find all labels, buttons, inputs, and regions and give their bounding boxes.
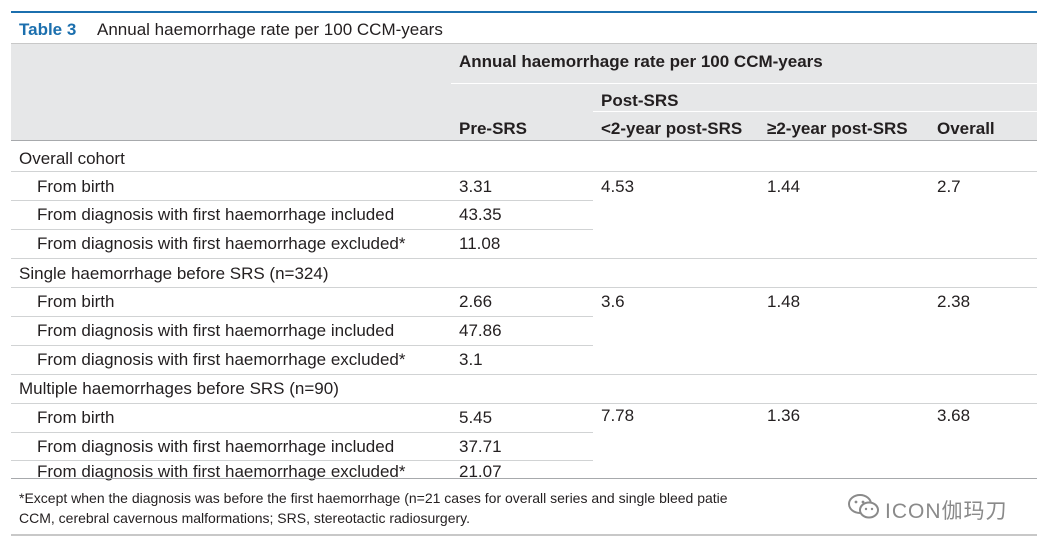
cell-pre-srs: 11.08: [459, 234, 501, 253]
row-label: From birth: [37, 292, 115, 311]
footnote-line: *Except when the diagnosis was before th…: [19, 490, 728, 506]
row-divider: [11, 171, 1037, 172]
cell-lt2-post: 4.53: [601, 177, 635, 196]
header-divider: [451, 83, 1037, 84]
column-header-lt2-post: <2-year post-SRS: [601, 119, 743, 138]
cell-pre-srs: 2.66: [459, 292, 493, 311]
cell-ge2-post: 1.36: [767, 406, 801, 425]
group-heading-row: Multiple haemorrhages before SRS (n=90): [11, 374, 1037, 403]
row-divider: [11, 200, 593, 201]
row-label: From birth: [37, 177, 115, 196]
group-name: Multiple haemorrhages before SRS (n=90): [19, 379, 339, 398]
cell-lt2-post: 3.6: [601, 292, 625, 311]
table-row: From diagnosis with first haemorrhage in…: [11, 432, 1037, 460]
table-frame: Table 3 Annual haemorrhage rate per 100 …: [11, 11, 1037, 537]
row-divider: [11, 316, 593, 317]
wechat-icon: [848, 494, 879, 519]
table-label: Table 3: [19, 20, 77, 39]
row-divider: [11, 229, 593, 230]
group-name: Single haemorrhage before SRS (n=324): [19, 264, 329, 283]
cell-pre-srs: 3.31: [459, 177, 493, 196]
table-header: Annual haemorrhage rate per 100 CCM-year…: [11, 44, 1037, 141]
cell-overall: 2.7: [937, 177, 961, 196]
row-divider: [11, 258, 1037, 259]
table-title: Annual haemorrhage rate per 100 CCM-year…: [97, 20, 443, 39]
table-row: From diagnosis with first haemorrhage ex…: [11, 229, 1037, 258]
cell-lt2-post: 7.78: [601, 406, 635, 425]
page-bottom-rule: [11, 534, 1037, 536]
row-divider: [11, 287, 1037, 288]
column-header-overall: Overall: [937, 119, 995, 138]
cell-pre-srs: 3.1: [459, 350, 483, 369]
cell-overall: 2.38: [937, 292, 971, 311]
watermark-text: ICON伽玛刀: [885, 500, 1008, 523]
row-label: From diagnosis with first haemorrhage in…: [37, 321, 395, 340]
table-row: From birth 2.66 3.6 1.48 2.38: [11, 287, 1037, 316]
row-label: From diagnosis with first haemorrhage ex…: [37, 234, 406, 253]
cell-ge2-post: 1.48: [767, 292, 801, 311]
group-name: Overall cohort: [19, 149, 125, 168]
group-heading-row: Overall cohort: [11, 141, 1037, 171]
row-label: From birth: [37, 408, 115, 427]
table-row: From birth 5.45 7.78 1.36 3.68: [11, 403, 1037, 432]
header-post-srs: Post-SRS: [601, 91, 679, 110]
row-label: From diagnosis with first haemorrhage ex…: [37, 350, 406, 369]
row-divider: [11, 460, 593, 461]
cell-ge2-post: 1.44: [767, 177, 801, 196]
cell-pre-srs: 47.86: [459, 321, 502, 340]
row-divider: [11, 432, 593, 433]
header-divider: [593, 111, 1037, 112]
footnote-line: CCM, cerebral cavernous malformations; S…: [19, 510, 471, 526]
table-bottom-rule: [11, 478, 1037, 479]
table-footnote: *Except when the diagnosis was before th…: [19, 488, 728, 528]
row-divider: [11, 403, 1037, 404]
cell-pre-srs: 5.45: [459, 408, 493, 427]
cell-pre-srs: 21.07: [459, 462, 502, 481]
header-main: Annual haemorrhage rate per 100 CCM-year…: [459, 52, 823, 71]
table-row: From diagnosis with first haemorrhage ex…: [11, 345, 1037, 374]
column-header-pre-srs: Pre-SRS: [459, 119, 528, 138]
row-label: From diagnosis with first haemorrhage ex…: [37, 462, 406, 481]
row-divider: [11, 345, 593, 346]
row-label: From diagnosis with first haemorrhage in…: [37, 437, 395, 456]
cell-pre-srs: 37.71: [459, 437, 502, 456]
table-row: From diagnosis with first haemorrhage in…: [11, 316, 1037, 345]
table-row: From diagnosis with first haemorrhage ex…: [11, 460, 1037, 481]
cell-pre-srs: 43.35: [459, 205, 502, 224]
watermark: ICON伽玛刀: [839, 487, 1037, 527]
table-row: From diagnosis with first haemorrhage in…: [11, 200, 1037, 229]
table-title-bar: Table 3 Annual haemorrhage rate per 100 …: [11, 11, 1037, 44]
row-divider: [11, 374, 1037, 375]
cell-overall: 3.68: [937, 406, 971, 425]
table-row: From birth 3.31 4.53 1.44 2.7: [11, 171, 1037, 200]
row-label: From diagnosis with first haemorrhage in…: [37, 205, 395, 224]
group-heading-row: Single haemorrhage before SRS (n=324): [11, 258, 1037, 287]
column-header-ge2-post: ≥2-year post-SRS: [767, 119, 908, 138]
